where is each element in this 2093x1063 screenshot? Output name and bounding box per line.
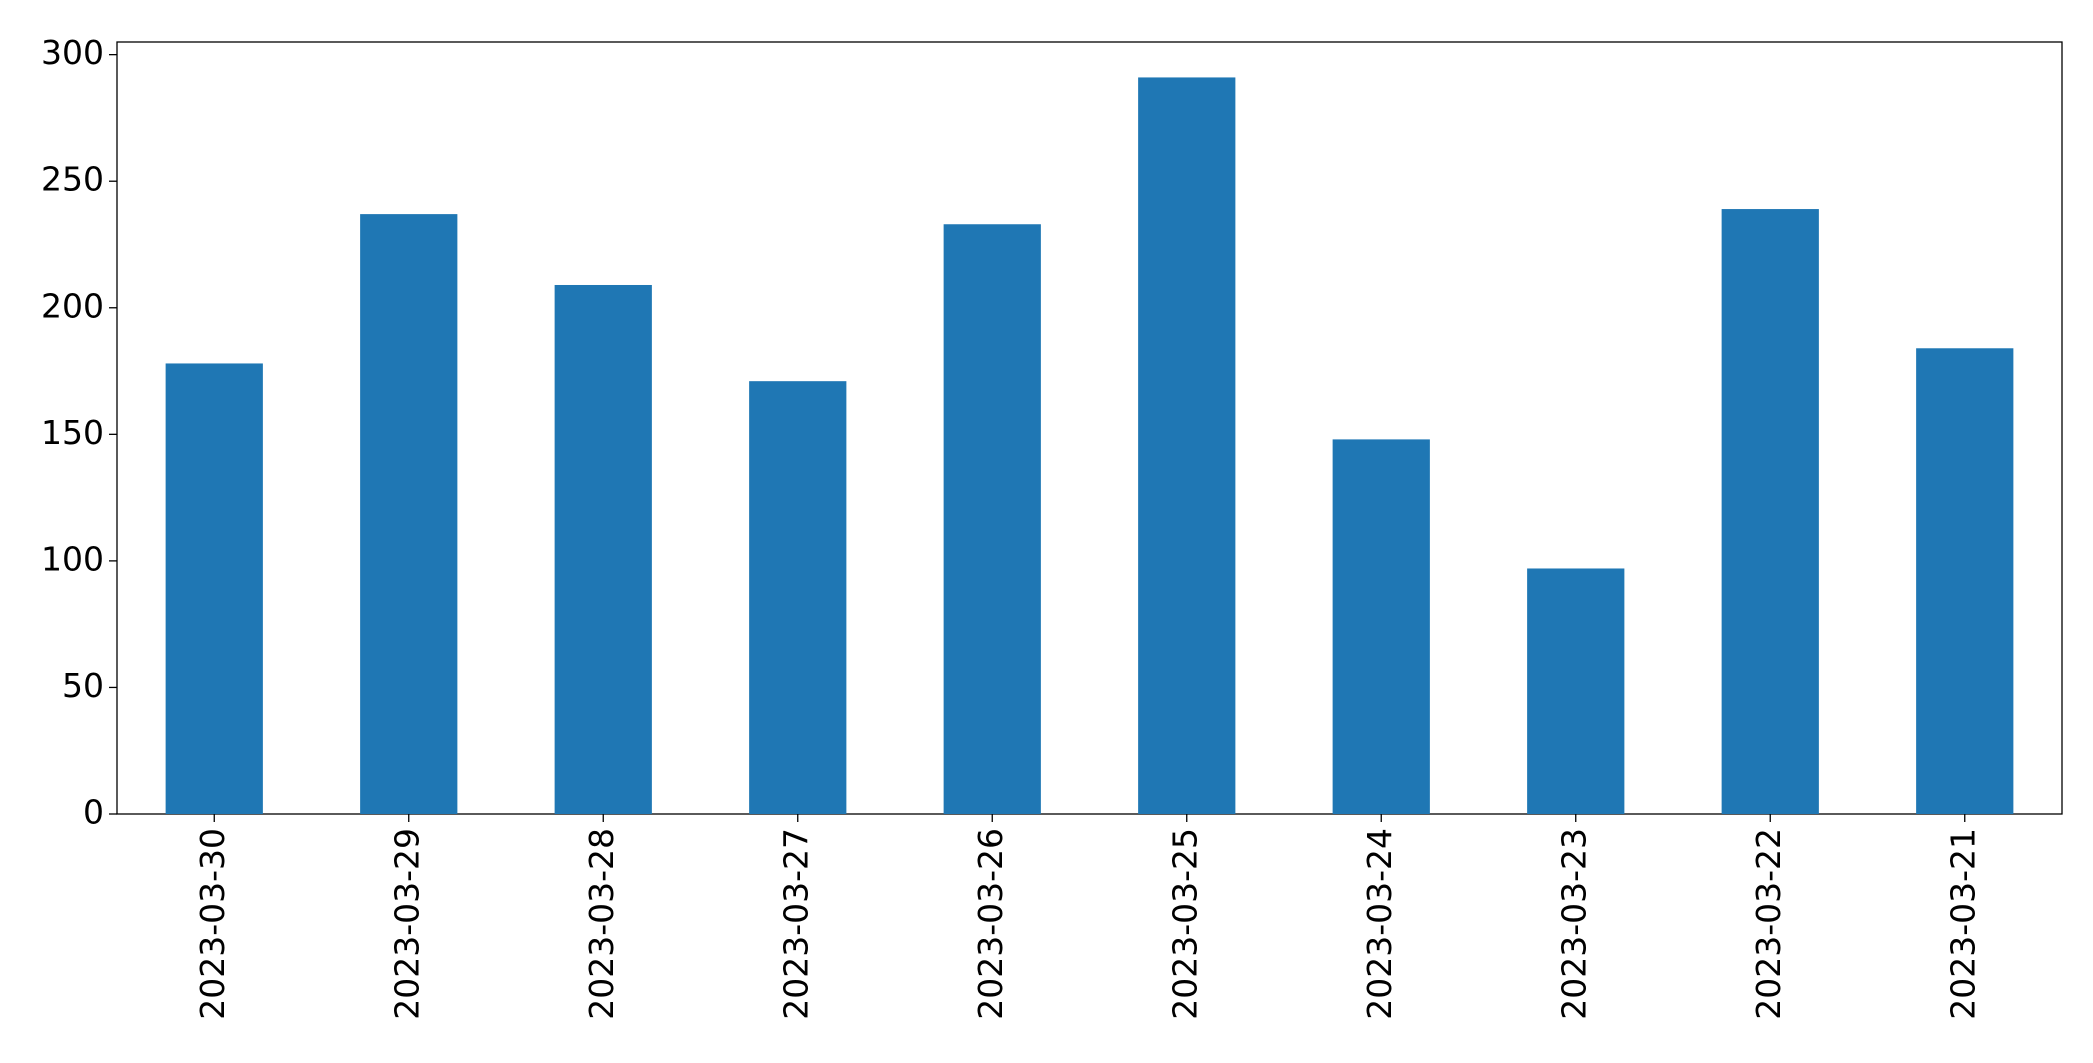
x-tick-label: 2023-03-29 bbox=[387, 828, 426, 1020]
bar bbox=[1138, 77, 1236, 815]
x-tick-label: 2023-03-30 bbox=[193, 828, 232, 1020]
bar bbox=[749, 381, 847, 814]
bar bbox=[360, 214, 458, 814]
y-tick-label: 100 bbox=[41, 539, 104, 578]
y-tick-label: 300 bbox=[41, 33, 104, 72]
bar bbox=[1721, 209, 1819, 815]
x-tick-label: 2023-03-21 bbox=[1943, 828, 1982, 1020]
y-tick-label: 50 bbox=[62, 666, 104, 705]
x-tick-label: 2023-03-23 bbox=[1554, 828, 1593, 1020]
x-tick-label: 2023-03-28 bbox=[582, 828, 621, 1020]
bar bbox=[1332, 439, 1430, 814]
x-tick-label: 2023-03-26 bbox=[971, 828, 1010, 1020]
y-tick-label: 200 bbox=[41, 286, 104, 325]
bar bbox=[943, 224, 1041, 815]
y-tick-label: 250 bbox=[41, 160, 104, 199]
bar bbox=[1527, 568, 1625, 814]
bar bbox=[165, 363, 263, 814]
bar bbox=[554, 284, 652, 814]
x-tick-label: 2023-03-24 bbox=[1360, 828, 1399, 1020]
y-tick-label: 150 bbox=[41, 413, 104, 452]
x-tick-label: 2023-03-22 bbox=[1749, 828, 1788, 1020]
y-tick-label: 0 bbox=[83, 793, 104, 832]
x-tick-label: 2023-03-25 bbox=[1165, 828, 1204, 1020]
plot-frame bbox=[116, 41, 2063, 815]
x-tick-label: 2023-03-27 bbox=[776, 828, 815, 1020]
bar bbox=[1916, 348, 2014, 814]
